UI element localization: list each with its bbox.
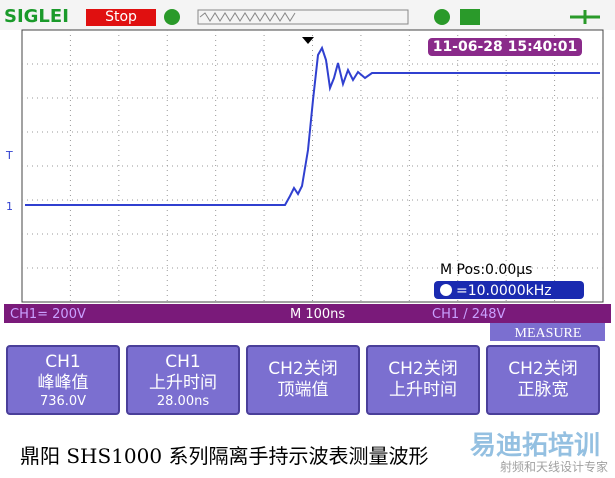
softkey[interactable]: CH1 上升时间 28.00ns — [126, 345, 240, 415]
timestamp-box — [428, 38, 582, 56]
trigger-level: CH1 / 248V — [432, 307, 506, 322]
softkey[interactable]: CH2关闭 顶端值 — [246, 345, 360, 415]
softkey-label: CH1 — [165, 351, 201, 372]
softkey-label: 正脉宽 — [517, 380, 569, 400]
softkey-label: 峰峰值 — [37, 372, 89, 393]
channel-scale: CH1= 200V — [10, 307, 86, 322]
measure-tab — [490, 323, 605, 341]
icon — [440, 284, 452, 296]
softkey-label: CH1 — [45, 351, 81, 372]
measure-label: MEASURE — [515, 326, 582, 341]
frequency: =10.0000kHz — [456, 283, 552, 299]
trigger-marker: T — [5, 149, 13, 162]
caption: 鼎阳 SHS1000 系列隔离手持示波表测量波形 — [20, 444, 429, 468]
timebase: M 100ns — [290, 307, 345, 322]
m-pos: M Pos:0.00μs — [440, 262, 532, 278]
softkey[interactable]: CH2关闭 上升时间 — [366, 345, 480, 415]
icon — [570, 10, 600, 24]
status-bar — [4, 304, 611, 323]
waveform — [25, 45, 600, 206]
watermark-title: 易迪拓培训 — [470, 431, 601, 461]
softkey-label: 上升时间 — [149, 372, 217, 393]
channel-marker: 1 — [6, 200, 13, 213]
softkey-label: CH2关闭 — [388, 359, 458, 379]
softkey-label: 736.0V — [39, 393, 87, 409]
brand: SIGLEI — [4, 6, 69, 27]
watermark-subtitle: 射频和天线设计专家 — [500, 460, 609, 474]
memory-bar — [197, 9, 409, 25]
frequency-box — [434, 281, 584, 299]
icon — [164, 9, 180, 25]
memory-wave — [199, 12, 296, 22]
timestamp: 11-06-28 15:40:01 — [433, 39, 578, 55]
softkey-label: 上升时间 — [389, 380, 457, 400]
softkey-label: 28.00ns — [156, 393, 210, 409]
icon — [460, 9, 480, 25]
softkey[interactable]: CH1 峰峰值 736.0V — [6, 345, 120, 415]
scope-screen: 11-06-28 15:40:01 T 1 M Pos:0.00μs =10.0… — [4, 9, 611, 341]
trigger-pos — [302, 37, 314, 44]
softkey[interactable]: CH2关闭 正脉宽 — [486, 345, 600, 415]
icon — [434, 9, 450, 25]
softkey-label: 顶端值 — [277, 380, 329, 400]
softkey-label: CH2关闭 — [508, 359, 578, 379]
softkey-label: CH2关闭 — [268, 359, 338, 379]
run-status: Stop — [86, 9, 156, 26]
